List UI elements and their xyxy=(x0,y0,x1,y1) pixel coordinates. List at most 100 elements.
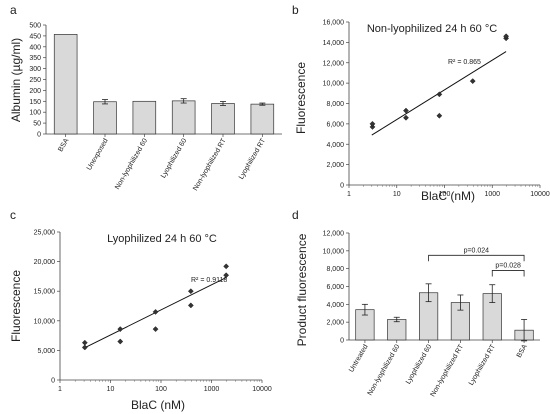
panel-a-y-tick-label: 350 xyxy=(29,55,41,62)
panel-b-scatter-chart: 0 2,000 4,000 6,000 8,000 10,000 12,000 14,000 1… xyxy=(323,20,550,199)
panel-a-bar xyxy=(93,101,117,135)
panel-b-y-tick-label: 0 xyxy=(340,183,344,190)
panel-a-bar xyxy=(250,103,275,135)
panel-b-data-point xyxy=(469,78,476,84)
panel-d-category-label: Non-lyophilized 60 xyxy=(367,343,402,396)
panel-b-data-point xyxy=(369,120,376,127)
panel-a-category-label: Non-lyophilized RT xyxy=(192,137,228,192)
panel-a-bar xyxy=(171,100,196,135)
panel-d-category-label: BSA xyxy=(516,343,529,359)
panel-c-data-point xyxy=(117,326,124,332)
panel-c-data-point xyxy=(81,344,88,351)
panel-c-data-point xyxy=(152,326,159,332)
panel-d-y-tick-label: 6,000 xyxy=(326,284,344,291)
panel-b-data-point xyxy=(403,107,409,114)
panel-b-title: Non-lyophilized 24 h 60 °C xyxy=(367,23,497,35)
panel-c-data-point xyxy=(223,263,230,270)
panel-d-y-tick-label: 12,000 xyxy=(323,231,345,238)
panel-b-r2-label: R² = 0.865 xyxy=(448,59,481,66)
panel-a-bar-chart: 0 50 100 150 200 250 300 350 400 450 500 BSA Unexpos… xyxy=(29,23,282,192)
panel-a-y-tick-label: 200 xyxy=(29,88,41,95)
panel-b-x-tick-label: 1000 xyxy=(484,191,500,198)
panel-a-category-label: Lyophilized RT xyxy=(238,137,267,181)
panel-c-y-tick-label: 15,000 xyxy=(34,289,56,296)
panel-c-y-tick-label: 25,000 xyxy=(34,230,56,237)
panel-b-x-tick-label: 10000 xyxy=(530,191,550,198)
panel-b-x-tick-label: 10 xyxy=(393,191,401,198)
panel-b-x-tick-label: 100 xyxy=(439,191,451,198)
panel-b-y-tick-label: 2,000 xyxy=(326,162,344,169)
panel-a-bar xyxy=(53,34,78,135)
panel-a-y-tick-label: 0 xyxy=(37,132,41,139)
panel-c-y-tick-label: 0 xyxy=(51,378,55,385)
panel-a-category-label: Unexposed xyxy=(86,137,110,171)
panel-c-x-tick-label: 10000 xyxy=(252,386,272,393)
panel-c-data-point xyxy=(81,339,88,346)
panel-a-y-tick-label: 450 xyxy=(29,33,41,40)
panel-c-data-point xyxy=(152,309,159,315)
panel-label-b: b xyxy=(292,3,299,17)
panel-label-c: c xyxy=(10,208,16,222)
panel-d-significance-bracket xyxy=(428,254,525,262)
panel-d-category-label: Non-lyophilized RT xyxy=(430,343,466,398)
panel-c-title: Lyophilized 24 h 60 °C xyxy=(107,233,217,245)
panel-d-p-value-label: p=0.024 xyxy=(464,247,490,254)
panel-c-x-axis-title: BlaC (nM) xyxy=(131,398,185,412)
panel-d-y-tick-label: 0 xyxy=(340,338,344,345)
panel-d-y-tick-label: 8,000 xyxy=(326,266,344,273)
panel-b-y-axis-title: Fluorescence xyxy=(294,62,308,134)
panel-d-y-tick-label: 10,000 xyxy=(323,248,345,255)
panel-b-y-tick-label: 12,000 xyxy=(323,60,345,67)
panel-b-y-tick-label: 6,000 xyxy=(326,121,344,128)
panel-b-data-point xyxy=(369,124,376,130)
panel-c-data-point xyxy=(117,338,124,345)
panel-a-y-tick-label: 100 xyxy=(29,110,41,117)
panel-c-data-point xyxy=(187,302,194,309)
panel-d-significance-bracket xyxy=(491,270,525,277)
panel-a-bar xyxy=(211,103,235,135)
panel-c-x-tick-label: 100 xyxy=(155,386,167,393)
panel-b-x-tick-label: 1 xyxy=(347,191,351,198)
panel-b-y-tick-label: 10,000 xyxy=(323,81,345,88)
panel-a-y-tick-label: 50 xyxy=(33,121,41,128)
panel-label-a: a xyxy=(10,3,17,17)
panel-a-category-label: BSA xyxy=(57,137,70,153)
panel-d-category-label: Lyophilized RT xyxy=(468,343,497,387)
panel-d-category-label: Lyophilized 60 xyxy=(405,343,433,385)
panel-c-scatter-chart: 0 5,000 10,000 15,000 20,000 25,000 1 10 100 1000… xyxy=(34,230,272,394)
panel-c-r2-label: R² = 0.9118 xyxy=(191,277,227,284)
panel-c-data-point xyxy=(223,272,230,279)
panel-b-data-point xyxy=(403,114,409,121)
panel-a-category-label: Lyophilized 60 xyxy=(160,137,188,179)
panel-d-category-label: Untreated xyxy=(348,343,369,373)
panel-d-y-axis-title: Product fluorescence xyxy=(295,233,309,346)
panel-a-bar xyxy=(132,100,157,135)
panel-b-data-point xyxy=(436,91,443,98)
panel-label-d: d xyxy=(292,208,299,222)
panel-d-bar-chart: 0 2,000 4,000 6,000 8,000 10,000 12,000 Untreat… xyxy=(323,231,540,398)
panel-c-y-axis-title: Fluorescence xyxy=(9,270,23,342)
panel-d-p-value-label: p=0.028 xyxy=(495,262,521,269)
panel-b-data-point xyxy=(503,33,509,40)
panel-b-y-tick-label: 14,000 xyxy=(323,40,345,47)
panel-c-y-tick-label: 20,000 xyxy=(34,259,56,266)
panel-a-y-tick-label: 250 xyxy=(29,77,41,84)
panel-a-y-tick-label: 150 xyxy=(29,99,41,106)
panel-b-y-tick-label: 4,000 xyxy=(326,142,344,149)
panel-a-y-tick-label: 500 xyxy=(29,23,41,30)
panel-a-y-tick-label: 300 xyxy=(29,66,41,73)
panel-c-y-tick-label: 5,000 xyxy=(37,348,55,355)
panel-b-y-tick-label: 16,000 xyxy=(323,20,345,27)
panel-b-y-tick-label: 8,000 xyxy=(326,101,344,108)
panel-b-data-point xyxy=(436,112,443,119)
panel-c-x-tick-label: 10 xyxy=(107,386,115,393)
panel-c-x-tick-label: 1 xyxy=(58,386,62,393)
panel-d-y-tick-label: 2,000 xyxy=(326,320,344,327)
panel-c-data-point xyxy=(187,288,194,295)
panel-a-y-axis-title: Albumin (µg/ml) xyxy=(9,38,23,122)
panel-b-x-axis-title: BlaC (nM) xyxy=(421,189,475,203)
panel-d-y-tick-label: 4,000 xyxy=(326,302,344,309)
panel-c-y-tick-label: 10,000 xyxy=(34,318,56,325)
panel-a-y-tick-label: 400 xyxy=(29,44,41,51)
